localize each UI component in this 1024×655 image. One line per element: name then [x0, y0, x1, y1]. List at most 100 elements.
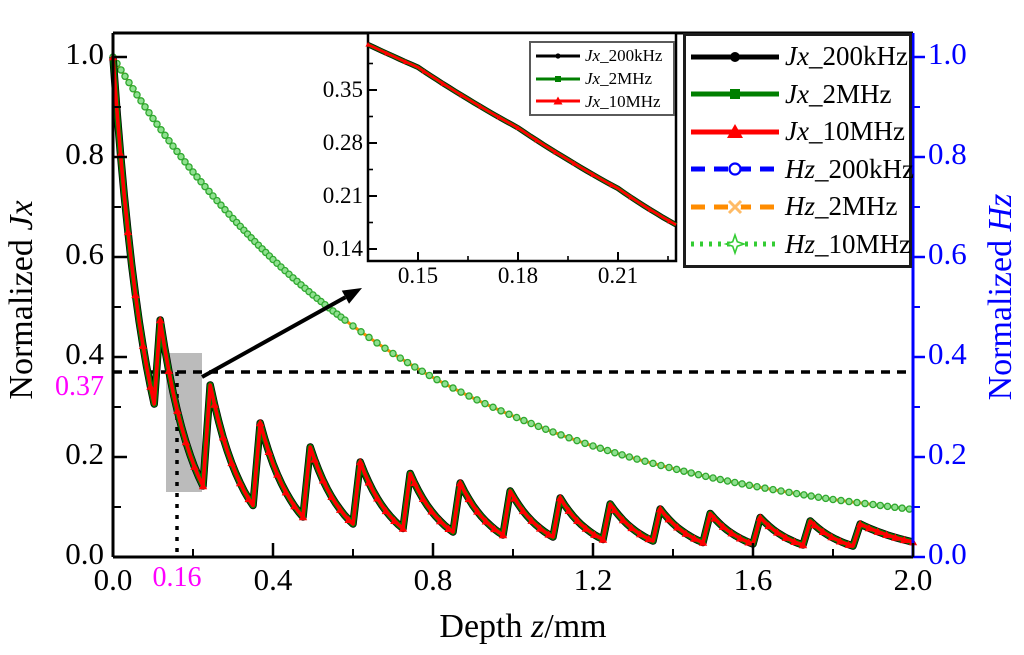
bottom-tick-label: 1.6	[733, 562, 773, 597]
hz-10mhz-marker	[449, 384, 457, 392]
hz-10mhz-marker	[527, 419, 535, 428]
right-tick-label: 0.6	[928, 236, 967, 271]
hz-10mhz-marker	[837, 496, 845, 505]
hz-10mhz-marker	[173, 147, 181, 156]
jx-10mhz-marker	[310, 455, 319, 463]
hz-10mhz-marker	[821, 494, 830, 503]
jx-10mhz-marker	[244, 494, 253, 503]
hz-10mhz-marker	[497, 407, 505, 415]
jx-10mhz-marker	[235, 479, 245, 487]
left-tick-label: 1.0	[65, 36, 104, 71]
jx-10mhz-marker	[598, 535, 608, 543]
jx-10mhz-marker	[635, 530, 645, 538]
zoom-arrow	[201, 288, 362, 379]
hz-10mhz-marker	[161, 131, 169, 140]
inset-jx-marker	[496, 114, 502, 120]
jx-10mhz-marker	[173, 406, 182, 414]
hz-10mhz-marker	[189, 168, 197, 176]
hz-10mhz-marker	[869, 500, 877, 509]
hz-curve	[109, 53, 914, 513]
jx-10mhz-marker	[131, 290, 140, 299]
hz-10mhz-marker	[457, 388, 465, 396]
jx-10mhz-line-sample-icon	[691, 123, 779, 138]
inset-jx-marker	[628, 194, 634, 200]
hz-10mhz-marker	[221, 205, 229, 214]
hz-10mhz-marker	[357, 328, 365, 336]
jx-10mhz-marker	[556, 494, 565, 502]
inset-jx-10mhz-line-sample-icon	[536, 96, 580, 105]
legend-item-hz-10mhz: Hz_10MHz	[689, 227, 911, 261]
hz-10mhz-marker	[611, 448, 619, 457]
inset-jx-marker	[402, 59, 409, 64]
hz-10mhz-marker	[541, 425, 550, 433]
jx-10mhz-marker	[644, 534, 653, 543]
inset-jx-marker	[384, 50, 390, 56]
inset-legend-label: Jx_2MHz	[585, 69, 653, 88]
hz-10mhz-marker	[829, 495, 837, 504]
jx-10mhz-marker	[435, 517, 445, 525]
legend-label: Hz_200kHz	[785, 153, 914, 184]
crosshair	[113, 370, 913, 557]
jx-10mhz-marker	[810, 521, 819, 529]
right-tick-label: 0.8	[928, 136, 967, 171]
inset-legend: Jx_200kHz Jx_2MHz Jx_10MHz	[529, 41, 675, 116]
hz-10mhz-marker	[861, 499, 869, 508]
hz-10mhz-marker	[512, 413, 521, 422]
right-tick-label: 0.0	[928, 536, 967, 571]
jx-10mhz-marker	[481, 517, 491, 525]
inset-x-tick-label: 0.21	[597, 263, 639, 288]
jx-10mhz-marker	[518, 506, 528, 515]
hz-10mhz-marker	[505, 410, 513, 419]
jx-10mhz-marker	[490, 524, 499, 533]
jx-10mhz-marker	[773, 528, 782, 536]
inset-jx-2mhz-line-sample-icon	[536, 75, 580, 82]
jx-10mhz-marker	[264, 447, 273, 455]
hz-10mhz-marker	[520, 416, 528, 425]
hz-10mhz-marker	[814, 493, 823, 501]
hz-10mhz-marker	[165, 136, 173, 145]
hz-10mhz-marker	[153, 120, 161, 128]
bottom-tick-label: 2.0	[893, 562, 933, 597]
hz-10mhz-marker	[853, 498, 861, 507]
jx-10mhz-marker	[664, 515, 673, 523]
jx-10mhz-marker	[698, 538, 708, 546]
hz-10mhz-marker	[157, 126, 165, 134]
hz-10mhz-marker	[694, 470, 703, 479]
inset-jx-marker	[666, 218, 673, 224]
legend-item-hz-200khz: Hz_200kHz	[689, 152, 914, 186]
skin-depth-value-label: 0.37	[55, 371, 104, 402]
left-tick-label: 0.2	[65, 436, 104, 471]
hz-10mhz-marker	[341, 316, 349, 324]
hz-10mhz-marker	[641, 457, 649, 466]
jx-10mhz-marker	[827, 533, 836, 541]
jx-10mhz-marker	[198, 482, 208, 490]
jx-10mhz-marker	[318, 476, 328, 484]
hz-10mhz-marker	[205, 187, 213, 196]
inset-jx-marker	[440, 81, 446, 86]
hz-2mhz-line-sample-icon	[691, 199, 779, 214]
jx-200khz-line-sample-icon	[691, 51, 779, 62]
inset-y-tick-label: 0.35	[322, 77, 363, 102]
bottom-tick-label: 1.2	[573, 562, 613, 597]
inset-jx-marker	[365, 41, 371, 47]
jx-10mhz-marker	[856, 520, 865, 528]
inset-y-tick-label: 0.21	[322, 183, 363, 208]
hz-10mhz-marker	[185, 163, 193, 171]
legend-label: Jx_200kHz	[785, 41, 908, 72]
hz-10mhz-marker	[396, 354, 405, 362]
right-axis-title-var: Hz	[982, 193, 1019, 232]
hz-10mhz-marker	[441, 380, 449, 388]
inset-legend-item-jx-10mhz: Jx_10MHz	[534, 91, 673, 111]
hz-10mhz-marker	[807, 492, 815, 500]
jx-10mhz-marker	[535, 524, 545, 532]
legend-item-hz-2mhz: Hz_2MHz	[689, 190, 909, 224]
hz-10mhz-marker	[589, 442, 597, 450]
jx-curve	[108, 53, 918, 550]
hz-10mhz-marker	[125, 78, 133, 87]
left-axis-title-var: Jx	[3, 200, 40, 231]
jx-10mhz-marker	[690, 534, 699, 542]
hz-10mhz-marker	[665, 463, 673, 472]
hz-10mhz-marker	[465, 392, 473, 400]
jx-10mhz-marker	[673, 523, 682, 531]
hz-10mhz-marker	[557, 431, 565, 439]
